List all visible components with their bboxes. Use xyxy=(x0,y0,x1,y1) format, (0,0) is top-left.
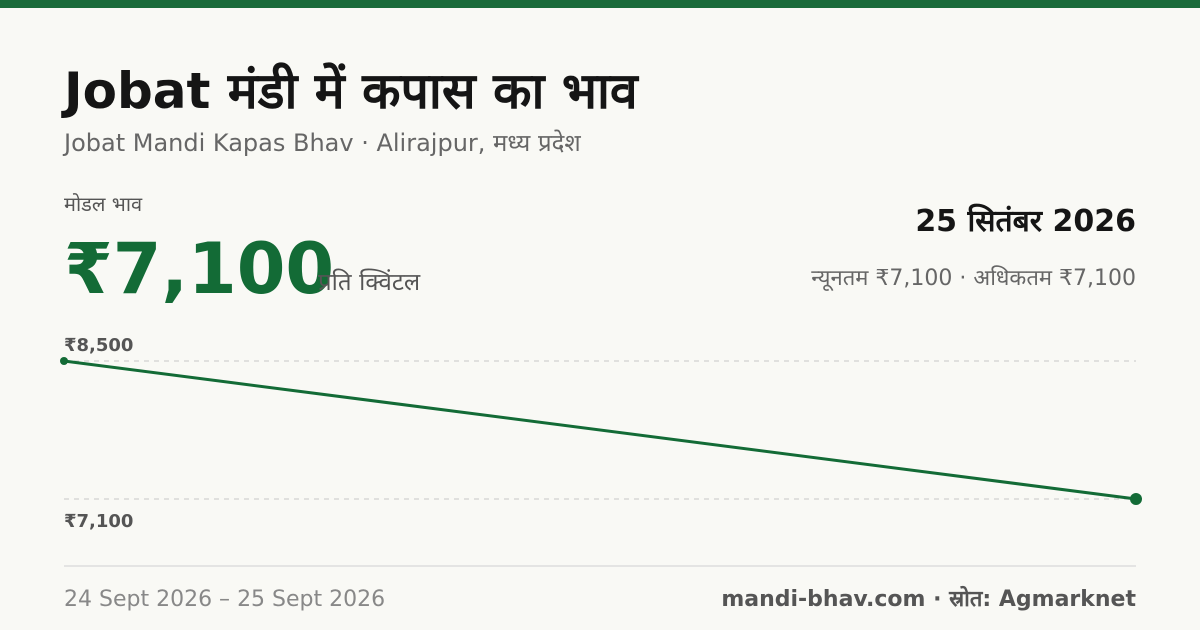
price-unit: प्रति क्विंटल xyxy=(318,268,421,296)
date: 25 सितंबर 2026 xyxy=(915,203,1136,239)
y-tick-label: ₹7,100 xyxy=(64,511,133,532)
end-date: 25 Sept 2026 xyxy=(237,587,385,612)
price-line xyxy=(63,359,1137,501)
point xyxy=(60,357,68,365)
subtitle: Jobat Mandi Kapas Bhav · Alirajpur, मध्य… xyxy=(62,129,581,157)
price-value: ₹7,100 xyxy=(64,228,334,310)
title: Jobat मंडी में कपास का भाव xyxy=(61,62,640,120)
source: mandi-bhav.com · स्रोत: Agmarknet xyxy=(721,585,1136,612)
point xyxy=(1130,493,1142,505)
y-tick-label: ₹8,500 xyxy=(64,335,133,356)
price-label: मोडल भाव xyxy=(64,192,143,216)
footer-dates: 24 Sept 2026 – 25 Sept 2026 xyxy=(64,587,385,612)
top-bar xyxy=(0,0,1200,8)
price-range: न्यूनतम ₹7,100 · अधिकतम ₹7,100 xyxy=(811,265,1136,292)
start-date: 24 Sept 2026 xyxy=(64,587,212,612)
